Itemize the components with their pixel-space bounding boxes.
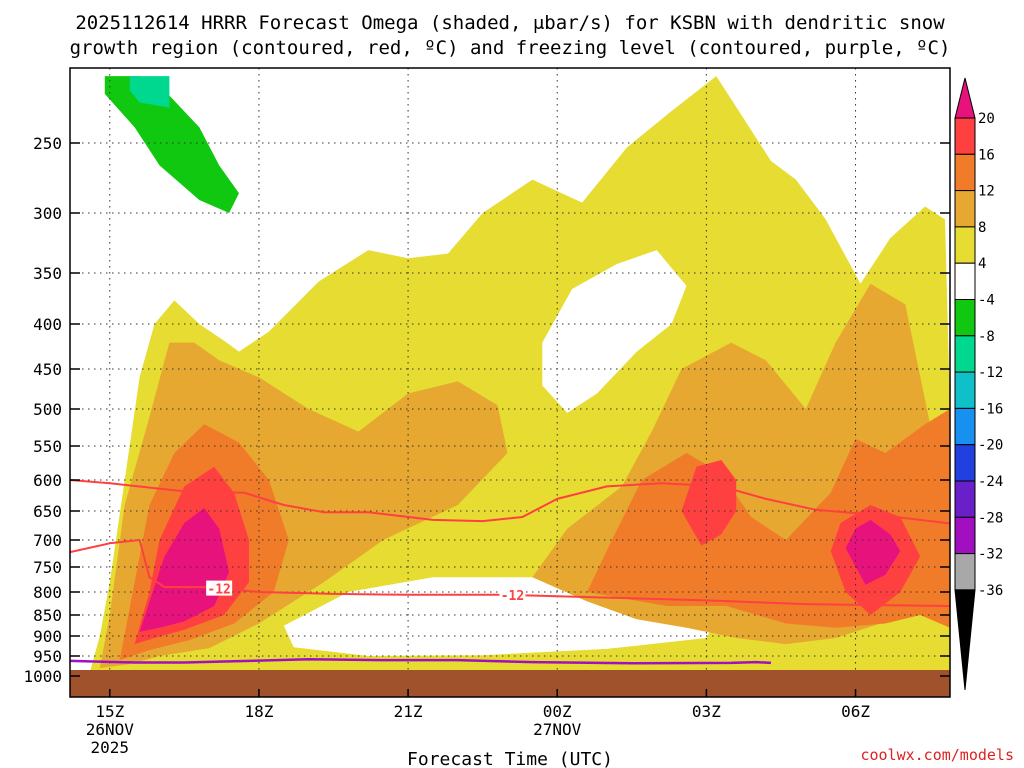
y-tick-label-600: 600: [33, 471, 62, 490]
colorbar-label-8: -16: [978, 401, 1003, 417]
y-tick-label-950: 950: [33, 647, 62, 666]
dgz-upper-contour: [70, 479, 950, 525]
dgz-lower-contour: [70, 539, 950, 607]
y-tick-label-750: 750: [33, 558, 62, 577]
colorbar-band-2: [954, 153, 976, 192]
colorbar-band-0: [954, 77, 976, 119]
chart-title-line-1: 2025112614 HRRR Forecast Omega (shaded, …: [75, 12, 945, 34]
omega-region-red-8: [681, 460, 737, 546]
contour-lines: -12 -12: [70, 479, 950, 665]
plot-frame: [69, 67, 951, 698]
colorbar-label-0: 20: [978, 111, 995, 127]
colorbar-band-11: [954, 480, 976, 518]
contour-label-1: -12: [501, 589, 524, 604]
colorbar-label-1: 16: [978, 147, 995, 163]
colorbar: 20 16 12 8 4 -4 -8 -12 -16 -20 -24 -28 -32 -36: [954, 77, 1003, 691]
x-tick-label-21Z: 21Z: [394, 702, 423, 721]
y-tick-label-500: 500: [33, 400, 62, 419]
colorbar-label-5: -4: [978, 293, 995, 309]
colorbar-band-8: [954, 371, 976, 409]
colorbar-band-14: [954, 589, 976, 691]
colorbar-band-6: [954, 299, 976, 337]
freezing-level-contour: [70, 658, 772, 665]
y-tick-label-850: 850: [33, 606, 62, 625]
y-tick-label-250: 250: [33, 134, 62, 153]
x-tick-label-00Z: 00Z: [543, 702, 572, 721]
grid-lines: [70, 68, 950, 677]
omega-region-white-1: [542, 250, 687, 413]
y-tick-label-1000: 1000: [23, 667, 62, 686]
colorbar-band-12: [954, 516, 976, 555]
colorbar-band-1: [954, 117, 976, 155]
omega-region-magenta-11: [845, 519, 901, 585]
y-tick-label-650: 650: [33, 502, 62, 521]
y-tick-label-550: 550: [33, 437, 62, 456]
colorbar-label-12: -32: [978, 547, 1003, 563]
y-tick-label-450: 450: [33, 360, 62, 379]
x-tick-year-15Z: 2025: [91, 738, 130, 757]
credit-text: coolwx.com/models: [860, 746, 1014, 764]
colorbar-band-5: [954, 262, 976, 301]
omega-region-teal-13: [129, 76, 170, 108]
contour-label-bg-0: [206, 580, 233, 596]
y-tick-label-800: 800: [33, 583, 62, 602]
colorbar-band-9: [954, 407, 976, 446]
colorbar-label-11: -28: [978, 510, 1003, 526]
colorbar-label-9: -20: [978, 438, 1003, 454]
x-tick-date-00Z: 27NOV: [533, 720, 582, 739]
omega-region-magenta-10: [139, 508, 230, 632]
contour-label-0: -12: [207, 583, 230, 598]
y-tick-label-350: 350: [33, 264, 62, 283]
y-tick-label-900: 900: [33, 627, 62, 646]
colorbar-band-10: [954, 444, 976, 482]
y-tick-label-300: 300: [33, 204, 62, 223]
colorbar-band-13: [954, 553, 976, 591]
colorbar-label-10: -24: [978, 474, 1003, 490]
colorbar-band-4: [954, 226, 976, 264]
y-axis: 250 300 350 400 450 500 550 600 650 700 750 800 850 9…: [23, 134, 950, 686]
plot-area: -12 -12: [70, 68, 950, 697]
colorbar-label-6: -8: [978, 329, 995, 345]
x-tick-label-18Z: 18Z: [244, 702, 273, 721]
colorbar-label-7: -12: [978, 365, 1003, 381]
colorbar-label-3: 8: [978, 220, 986, 236]
omega-region-green-12: [104, 76, 239, 213]
colorbar-band-3: [954, 190, 976, 228]
ground-surface: [70, 670, 950, 697]
x-tick-label-06Z: 06Z: [841, 702, 870, 721]
colorbar-label-4: 4: [978, 256, 986, 272]
colorbar-label-13: -36: [978, 583, 1003, 599]
x-tick-label-15Z: 15Z: [95, 702, 124, 721]
contour-label-bg-1: [499, 586, 526, 602]
colorbar-label-2: 12: [978, 184, 995, 200]
x-tick-label-03Z: 03Z: [692, 702, 721, 721]
x-axis-title: Forecast Time (UTC): [407, 749, 613, 768]
omega-shading: [89, 76, 950, 673]
x-tick-date-15Z: 26NOV: [86, 720, 135, 739]
y-tick-label-400: 400: [33, 315, 62, 334]
y-tick-label-700: 700: [33, 531, 62, 550]
chart-title-line-2: growth region (contoured, red, ºC) and f…: [70, 37, 951, 59]
colorbar-band-7: [954, 335, 976, 373]
